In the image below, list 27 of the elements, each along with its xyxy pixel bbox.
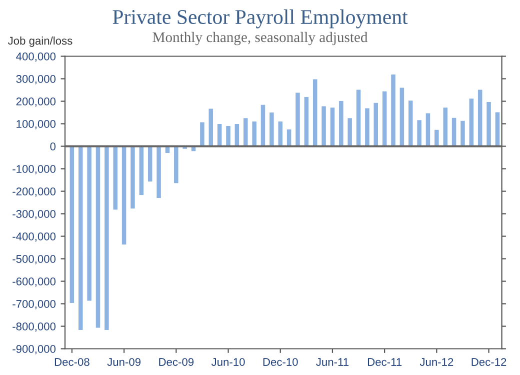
y-tick-label: -300,000 bbox=[12, 210, 56, 220]
x-tick-label: Dec-11 bbox=[368, 358, 402, 366]
y-tick-label: -800,000 bbox=[12, 322, 56, 332]
x-tick-label: Dec-12 bbox=[472, 358, 506, 366]
x-tick-label: Jun-12 bbox=[420, 358, 454, 366]
x-tick-label: Jun-10 bbox=[211, 358, 245, 366]
x-tick-label: Dec-09 bbox=[159, 358, 194, 366]
y-tick-label: -600,000 bbox=[12, 278, 56, 287]
x-tick-label: Dec-10 bbox=[263, 358, 298, 366]
y-tick-label: -400,000 bbox=[12, 232, 56, 242]
y-tick-label: 0 bbox=[50, 142, 56, 150]
x-tick-label: Dec-08 bbox=[54, 358, 90, 366]
x-tick-label: Jun-11 bbox=[316, 358, 348, 366]
y-axis-title: Job gain/loss bbox=[8, 36, 72, 47]
y-tick-label: -700,000 bbox=[12, 300, 56, 310]
y-tick-label: 400,000 bbox=[16, 52, 56, 62]
chart-title: Private Sector Payroll Employment bbox=[112, 9, 408, 28]
bar bbox=[198, 120, 206, 147]
chart-subtitle: Monthly change, seasonally adjusted bbox=[152, 32, 368, 46]
y-tick-label: -500,000 bbox=[12, 255, 56, 264]
y-tick-label: -900,000 bbox=[12, 345, 56, 354]
y-tick-label: -200,000 bbox=[12, 188, 56, 197]
y-tick-label: 100,000 bbox=[16, 120, 56, 130]
y-tick-label: 300,000 bbox=[16, 75, 56, 84]
y-tick-label: 200,000 bbox=[16, 98, 56, 107]
x-tick-label: Jun-09 bbox=[107, 358, 141, 366]
y-tick-label: -100,000 bbox=[12, 165, 56, 174]
